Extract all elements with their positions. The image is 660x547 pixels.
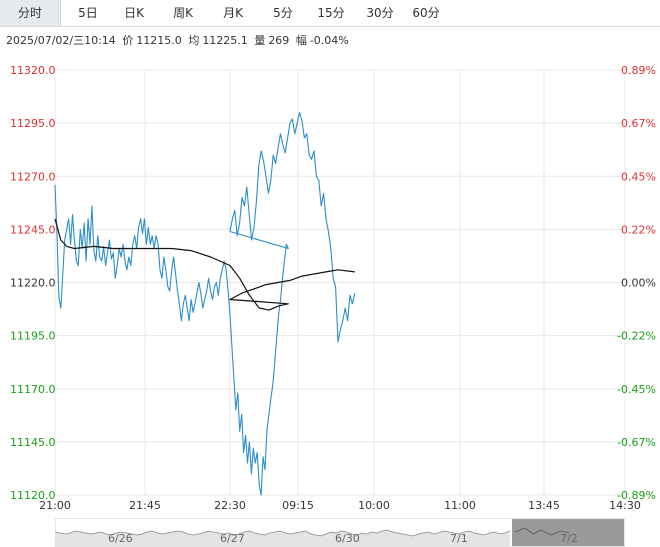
navigator-date-label: 7/1 (450, 532, 468, 545)
percent-tick-label: 0.45% (621, 170, 656, 183)
percent-tick-label: -0.67% (617, 436, 656, 449)
tab-5-min[interactable]: 5分 (273, 6, 293, 20)
percent-tick-label: -0.45% (617, 383, 656, 396)
tab-daily-k[interactable]: 日K (124, 6, 144, 20)
price-label: 价 (122, 34, 134, 47)
volume-value: 269 (268, 34, 290, 47)
navigator-date-label: 6/26 (108, 532, 133, 545)
price-tick-label: 11145.0 (10, 436, 56, 449)
percent-axis: 0.89% 0.67% 0.45% 0.22% 0.00% -0.22% -0.45% -0.… (617, 64, 656, 502)
change-label: 幅 (295, 34, 307, 47)
percent-tick-label: 0.00% (621, 277, 656, 290)
intraday-chart[interactable]: 11320.0 11295.0 11270.0 11245.0 11220.0 11195… (0, 55, 660, 517)
percent-tick-label: 0.89% (621, 64, 656, 77)
time-tick-label: 14:30 (609, 499, 641, 512)
chart-grid (54, 69, 626, 496)
time-tick-label: 21:00 (39, 499, 71, 512)
navigator-area (55, 530, 510, 547)
tab-30-min[interactable]: 30分 (366, 6, 394, 20)
time-axis: 21:00 21:45 22:30 09:15 10:00 11:00 13:45 14:30 (39, 499, 641, 512)
price-tick-label: 11170.0 (10, 383, 56, 396)
average-label: 均 (188, 34, 200, 47)
tab-5-day[interactable]: 5日 (78, 6, 98, 20)
price-tick-label: 11220.0 (10, 277, 56, 290)
time-tick-label: 22:30 (214, 499, 246, 512)
tab-60-min[interactable]: 60分 (412, 6, 440, 20)
price-line (54, 111, 356, 496)
average-price-line (54, 218, 355, 311)
price-tick-label: 11195.0 (10, 330, 56, 343)
percent-tick-label: -0.22% (617, 330, 656, 343)
price-tick-label: 11245.0 (10, 223, 56, 236)
price-value: 11215.0 (136, 34, 182, 47)
time-tick-label: 10:00 (358, 499, 390, 512)
percent-tick-label: -0.89% (617, 489, 656, 502)
tab-time-sharing[interactable]: 分时 (0, 0, 61, 26)
percent-tick-label: 0.67% (621, 117, 656, 130)
quote-datetime: 2025/07/02/三10:14 (6, 34, 116, 47)
tab-weekly-k[interactable]: 周K (173, 6, 193, 20)
navigator-date-label: 6/30 (335, 532, 360, 545)
time-tick-label: 13:45 (528, 499, 560, 512)
tab-monthly-k[interactable]: 月K (223, 6, 243, 20)
average-value: 11225.1 (202, 34, 248, 47)
navigator-date-label: 7/2 (560, 532, 578, 545)
tab-15-min[interactable]: 15分 (317, 6, 345, 20)
price-tick-label: 11120.0 (10, 489, 56, 502)
navigator-selection-line (514, 527, 570, 536)
range-navigator[interactable]: 6/26 6/27 6/30 7/1 7/2 (55, 518, 625, 547)
price-tick-label: 11295.0 (10, 117, 56, 130)
change-value: -0.04% (309, 34, 349, 47)
price-axis: 11320.0 11295.0 11270.0 11245.0 11220.0 11195… (10, 64, 56, 502)
series-layer (54, 111, 356, 496)
percent-tick-label: 0.22% (621, 223, 656, 236)
volume-label: 量 (254, 34, 266, 47)
navigator-line (55, 529, 511, 537)
price-tick-label: 11320.0 (10, 64, 56, 77)
time-tick-label: 11:00 (444, 499, 476, 512)
price-tick-label: 11270.0 (10, 170, 56, 183)
time-tick-label: 21:45 (129, 499, 161, 512)
period-tab-bar: 分时 5日 日K 周K 月K 5分 15分 30分 60分 (0, 0, 660, 27)
time-tick-label: 09:15 (282, 499, 314, 512)
navigator-date-label: 6/27 (220, 532, 245, 545)
quote-info: 2025/07/02/三10:14 价 11215.0 均 11225.1 量 269… (6, 32, 352, 48)
